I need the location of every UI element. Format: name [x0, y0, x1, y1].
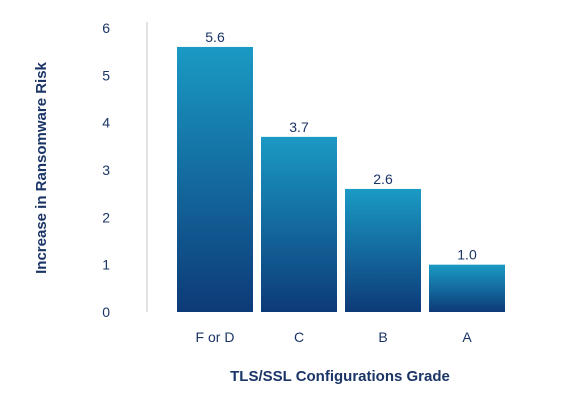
- bar: [345, 188, 421, 312]
- category-labels: F or D C B A: [196, 329, 473, 345]
- bar: [177, 46, 253, 312]
- y-tick-label: 5: [102, 67, 110, 83]
- x-tick-label: C: [294, 329, 304, 345]
- x-tick-label: A: [462, 329, 472, 345]
- y-tick-label: 3: [102, 162, 110, 178]
- bar-value-label: 2.6: [373, 171, 393, 187]
- x-tick-label: F or D: [196, 329, 235, 345]
- y-tick-label: 1: [102, 257, 110, 273]
- x-axis-title: TLS/SSL Configurations Grade: [230, 368, 450, 385]
- bar: [429, 264, 505, 312]
- value-labels: 5.6 3.7 2.6 1.0: [205, 29, 477, 263]
- bars: [177, 46, 505, 312]
- y-axis-ticks: 0 1 2 3 4 5 6: [102, 20, 110, 320]
- y-axis-title: Increase in Ransomware Risk: [33, 61, 50, 273]
- y-tick-label: 6: [102, 20, 110, 36]
- bar-value-label: 1.0: [457, 247, 477, 263]
- x-tick-label: B: [378, 329, 387, 345]
- bar-value-label: 3.7: [289, 119, 309, 135]
- bar: [261, 136, 337, 312]
- y-tick-label: 0: [102, 304, 110, 320]
- y-tick-label: 4: [102, 115, 110, 131]
- bar-value-label: 5.6: [205, 29, 225, 45]
- y-tick-label: 2: [102, 209, 110, 225]
